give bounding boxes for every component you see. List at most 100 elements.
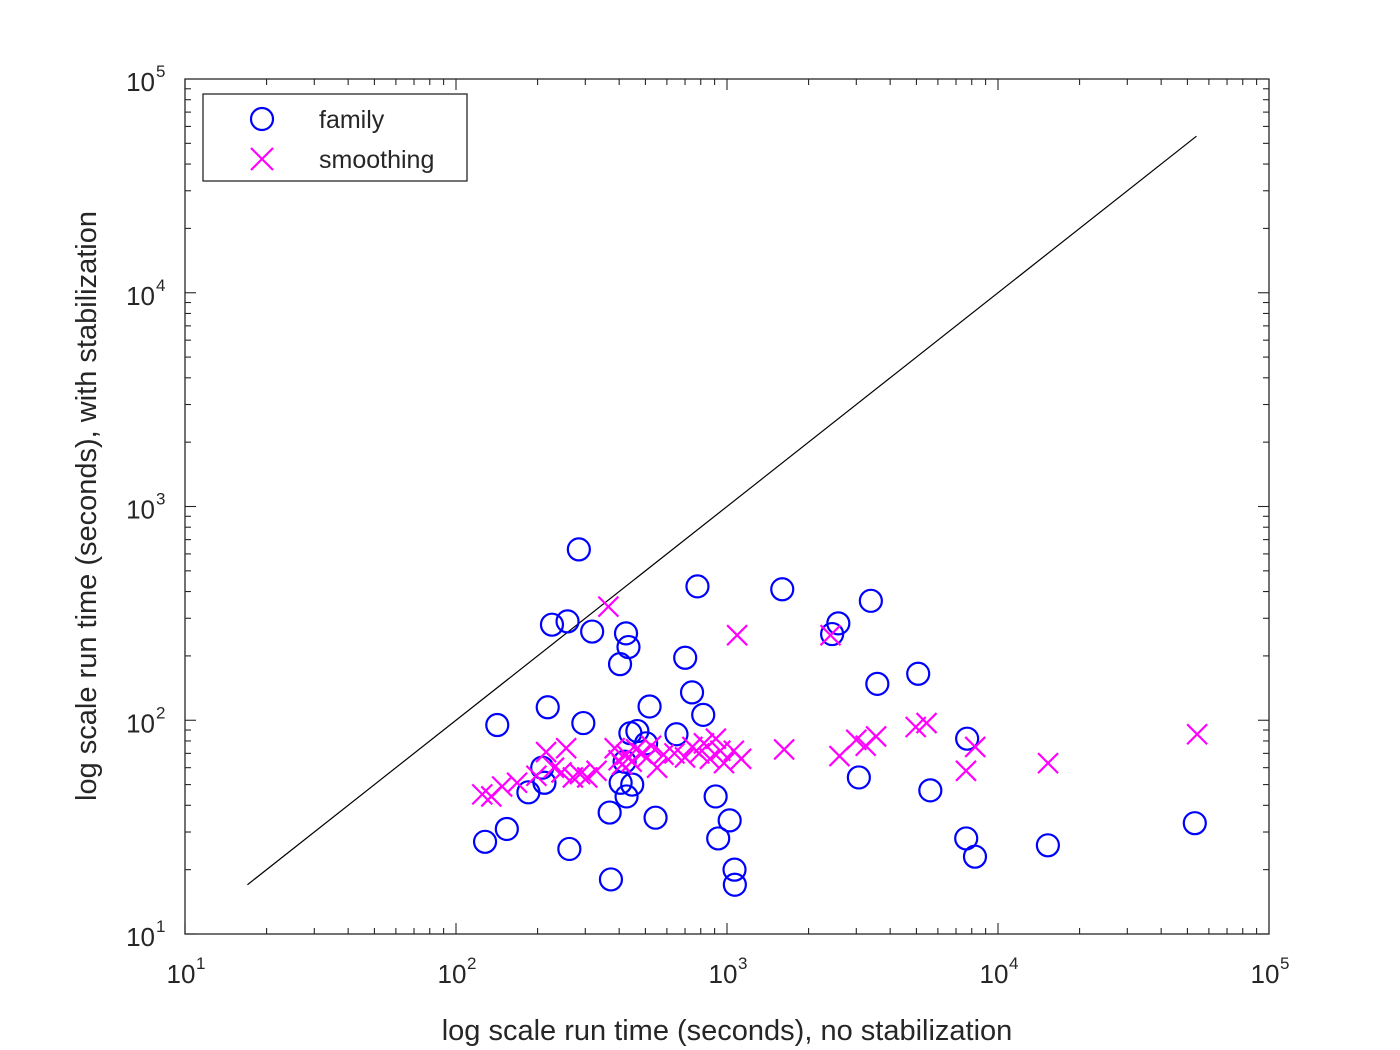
y-tick-label: 10 4 [126,276,165,311]
y-tick-label: 10 1 [126,917,165,952]
legend-smoothing-marker [250,147,274,171]
data-point-family [955,726,980,751]
data-point-smoothing [964,736,986,758]
data-point-family [685,574,710,599]
data-point-smoothing [640,734,662,757]
data-point-family [826,611,851,636]
data-point-family [566,537,591,562]
data-point-family [770,577,795,602]
y-tick-label: 10 3 [126,490,165,525]
y-tick-label: 10 5 [126,62,165,97]
x-tick-label-base: 10 [1251,959,1280,989]
data-point-family [858,588,883,613]
legend-smoothing-label: smoothing [319,146,434,174]
data-point-family [679,680,705,705]
y-tick-label-base: 10 [126,922,155,952]
x-tick-label-exponent: 4 [1009,954,1018,973]
data-points-layer [471,537,1208,897]
data-point-family [722,872,747,897]
data-point-smoothing [705,727,727,750]
data-point-family [494,816,519,842]
data-point-smoothing [693,732,715,755]
plot-frame [184,78,1270,935]
data-point-smoothing [506,771,528,794]
data-point-family [673,645,698,670]
x-tick-label: 10 5 [1251,954,1290,989]
data-point-smoothing [865,725,887,748]
y-tick-label-base: 10 [126,495,155,525]
y-tick-label-exponent: 1 [156,917,165,936]
data-point-family [634,731,659,756]
legend-family-marker [249,106,275,132]
x-tick-label-base: 10 [438,959,467,989]
data-point-family [962,844,988,869]
data-point-family [865,671,890,696]
data-point-smoothing [915,712,938,734]
x-tick-label: 10 1 [167,954,206,989]
data-point-family [612,749,637,774]
y-tick-label-exponent: 2 [156,703,165,722]
data-point-smoothing [845,729,868,751]
data-point-family [1182,811,1207,836]
x-tick-label-exponent: 5 [1280,954,1289,973]
tick-labels-layer: 10 1 10 2 10 3 10 4 10 510 110 210 310 410 5 [126,62,1289,989]
data-point-family [706,826,731,851]
legend-box [202,93,468,182]
data-point-smoothing [535,741,557,763]
data-point-smoothing [713,752,735,774]
x-tick-label-exponent: 3 [738,954,747,973]
data-point-family [637,694,662,719]
y-tick-label-exponent: 3 [156,490,165,509]
data-point-smoothing [597,595,620,618]
x-tick-label-base: 10 [709,959,738,989]
ticks-layer [184,79,1269,935]
data-point-family [918,778,943,803]
y-tick-label-base: 10 [126,281,155,311]
data-point-smoothing [585,760,608,782]
data-point-family [485,712,510,738]
data-point-smoothing [726,624,748,646]
data-point-smoothing [646,756,668,779]
data-point-smoothing [603,737,626,759]
x-tick-label: 10 2 [438,954,477,989]
data-point-smoothing [773,738,795,761]
y-tick-label-exponent: 5 [156,62,165,81]
data-point-family [1035,833,1060,858]
data-point-smoothing [1186,723,1208,746]
reference-line-layer [247,135,1197,886]
x-tick-label-exponent: 2 [467,954,476,973]
series-family [472,537,1207,897]
data-point-smoothing [819,624,842,646]
data-point-family [625,718,650,744]
data-point-smoothing [550,761,573,784]
data-point-family [555,609,580,634]
data-point-smoothing [730,748,752,770]
x-tick-label: 10 4 [980,954,1019,989]
data-point-family [557,836,582,862]
x-tick-label-exponent: 1 [196,954,205,973]
series-smoothing [471,595,1208,808]
data-point-family [571,710,596,736]
data-point-smoothing [1037,752,1059,774]
data-point-family [614,784,639,809]
data-point-family [643,805,668,830]
y-tick-label-base: 10 [126,67,155,97]
data-point-smoothing [699,748,721,770]
data-point-smoothing [625,738,647,761]
data-point-family [580,619,605,644]
y-tick-label-exponent: 4 [156,276,165,295]
data-point-family [703,784,728,809]
x-tick-label-base: 10 [980,959,1009,989]
data-point-family [597,800,622,825]
data-point-family [664,722,689,747]
data-point-smoothing [955,760,977,782]
data-point-smoothing [525,764,548,787]
data-point-smoothing [576,766,599,789]
reference-line [247,135,1197,886]
data-point-smoothing [471,783,494,806]
data-point-family [613,621,639,646]
data-point-family [846,765,871,790]
data-point-family [616,634,641,660]
data-point-smoothing [620,750,643,773]
